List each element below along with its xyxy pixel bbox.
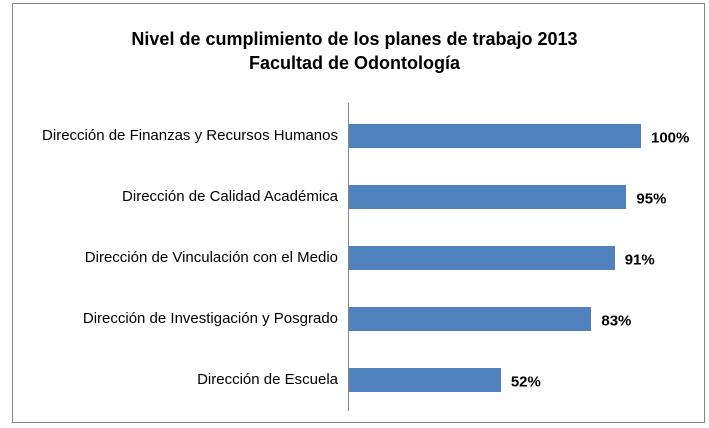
- chart-frame: [12, 3, 705, 423]
- category-label: Dirección de Finanzas y Recursos Humanos: [42, 126, 338, 144]
- category-label: Dirección de Escuela: [197, 371, 338, 389]
- bar: [349, 123, 641, 148]
- bar: [349, 184, 627, 209]
- bar: [349, 307, 592, 332]
- value-label: 83%: [601, 312, 632, 330]
- category-label: Dirección de Investigación y Posgrado: [82, 310, 338, 328]
- value-label: 100%: [651, 129, 690, 147]
- category-axis: [348, 103, 349, 411]
- category-label: Dirección de Vinculación con el Medio: [84, 249, 338, 266]
- chart-title: Nivel de cumplimiento de los planes de t…: [131, 29, 578, 49]
- value-label: 52%: [510, 373, 541, 391]
- value-label: 95%: [636, 190, 667, 208]
- bar: [349, 368, 501, 393]
- category-label: Dirección de Calidad Académica: [122, 187, 338, 205]
- value-label: 91%: [624, 251, 655, 269]
- chart-subtitle: Facultad de Odontología: [249, 53, 460, 73]
- bar: [349, 246, 615, 270]
